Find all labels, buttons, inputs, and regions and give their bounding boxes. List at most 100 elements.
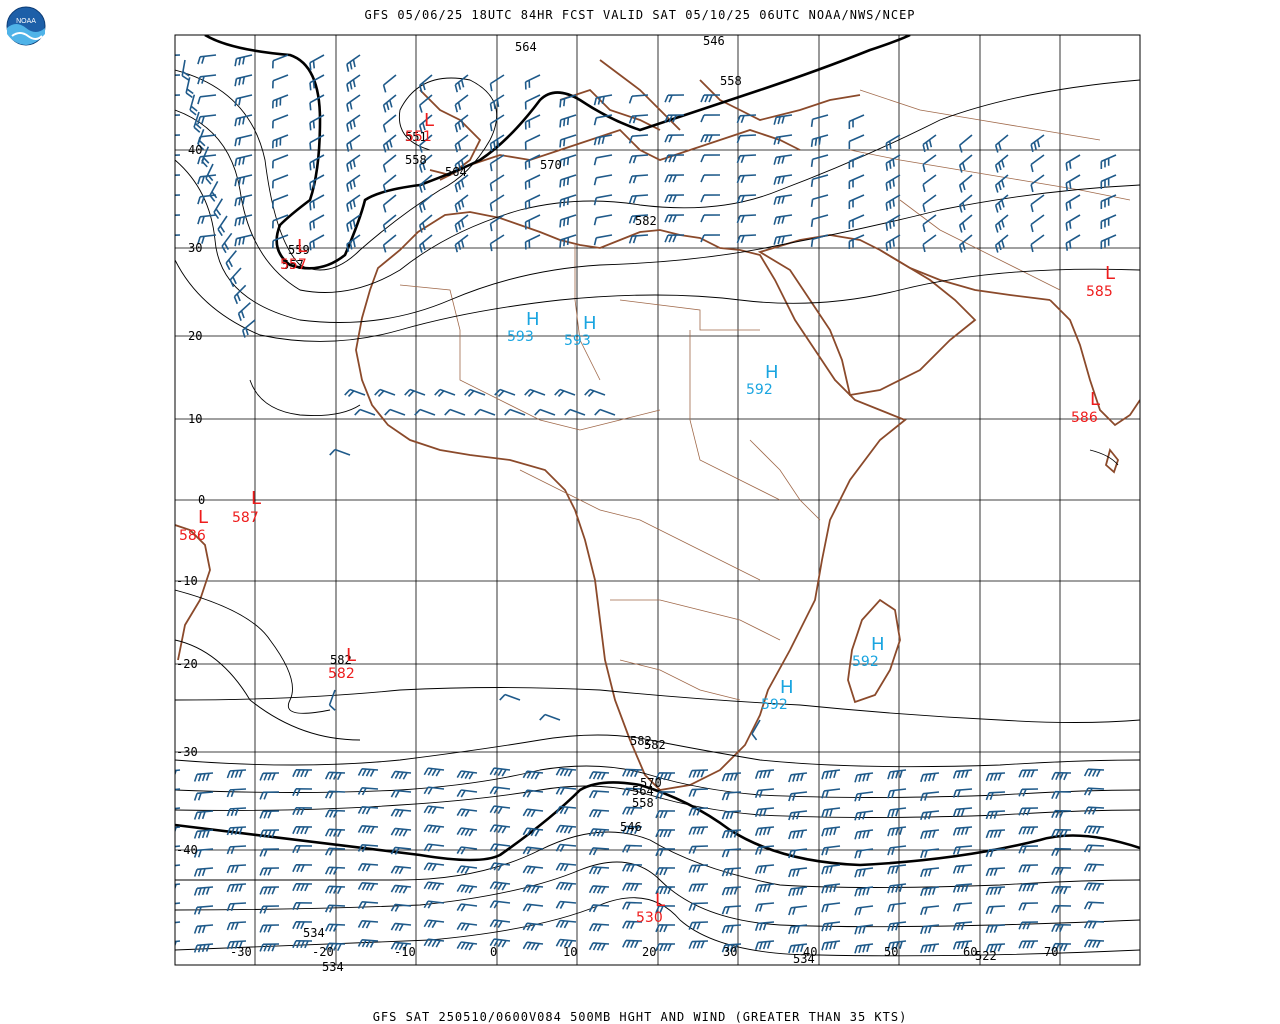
wind-barb <box>821 921 841 932</box>
wind-barb <box>357 767 379 777</box>
wind-barb <box>655 905 676 914</box>
wind-barb <box>887 845 907 856</box>
wind-barb <box>952 826 973 836</box>
wind-barb <box>1051 904 1072 914</box>
wind-barb <box>887 826 907 837</box>
wind-barb <box>655 848 676 857</box>
low-center-letter: L <box>424 110 434 131</box>
wind-barb <box>588 790 610 799</box>
wind-barb <box>554 388 576 397</box>
wind-barb <box>721 829 742 839</box>
wind-barb <box>622 806 643 815</box>
wind-barb <box>922 134 937 153</box>
wind-barb <box>454 94 469 113</box>
wind-barb <box>555 862 577 872</box>
wind-barb <box>1083 768 1105 777</box>
low-center-letter: L <box>1105 263 1115 284</box>
wind-barb <box>588 923 610 932</box>
wind-barb <box>456 789 478 798</box>
wind-barb <box>489 174 505 192</box>
wind-barb <box>418 174 433 193</box>
wind-barb <box>664 214 685 223</box>
wind-barb <box>773 214 793 225</box>
high-center-letter: H <box>765 362 779 383</box>
wind-barb <box>489 824 511 834</box>
low-center-value: 586 <box>179 528 206 544</box>
lat-label: 0 <box>198 493 205 507</box>
wind-barb <box>423 786 445 795</box>
wind-barb <box>1051 828 1072 838</box>
wind-barb <box>489 194 505 212</box>
contour-label: 570 <box>540 158 562 172</box>
low-center-letter: L <box>655 890 665 911</box>
wind-barb <box>922 174 937 193</box>
wind-barb <box>985 943 1006 953</box>
wind-barb <box>309 54 325 71</box>
wind-barb <box>418 94 433 113</box>
wind-barb <box>193 905 214 915</box>
wind-barb <box>555 824 577 834</box>
high-center-value: 592 <box>761 697 788 713</box>
lon-label: 50 <box>884 945 898 959</box>
wind-barb <box>193 924 214 934</box>
wind-barb <box>185 77 194 99</box>
wind-barb <box>197 94 217 105</box>
wind-barb <box>1083 920 1105 929</box>
wind-barb <box>324 885 346 895</box>
wind-barb <box>628 114 649 124</box>
wind-barb <box>920 924 940 935</box>
wind-barb <box>346 54 361 72</box>
wind-barb <box>854 848 874 859</box>
low-center-letter: L <box>1090 389 1100 410</box>
wind-barb <box>175 94 181 97</box>
chart-title: GFS 05/06/25 18UTC 84HR FCST VALID SAT 0… <box>364 8 916 22</box>
wind-barb <box>622 825 643 835</box>
wind-barb <box>994 234 1009 253</box>
wind-barb <box>1018 769 1039 778</box>
wind-barb <box>754 883 775 893</box>
wind-barb <box>346 174 361 192</box>
wind-barb <box>688 807 709 816</box>
wind-barb <box>821 864 841 875</box>
wind-barb <box>555 900 577 909</box>
wind-barb <box>848 114 865 129</box>
wind-barb <box>887 864 907 875</box>
wind-barb <box>384 408 406 416</box>
contour-label: 570 <box>640 776 662 790</box>
wind-barb <box>324 923 346 932</box>
wind-barb <box>721 810 742 820</box>
lat-label: -20 <box>176 657 198 671</box>
wind-barb <box>922 154 937 173</box>
wind-barb <box>357 919 379 929</box>
wind-barb <box>292 882 313 892</box>
wind-barb <box>357 805 379 815</box>
wind-barb <box>688 902 709 911</box>
wind-barb <box>622 939 643 949</box>
wind-barb <box>985 886 1006 896</box>
wind-barb <box>193 867 214 877</box>
bold-contours <box>175 35 1140 867</box>
high-center-value: 592 <box>852 654 879 670</box>
wind-barb <box>628 134 649 144</box>
wind-barb <box>1065 214 1081 231</box>
wind-barb <box>382 214 397 233</box>
wind-barb <box>423 824 445 834</box>
wind-barb <box>272 94 289 109</box>
wind-barb <box>1083 825 1105 834</box>
wind-barb <box>175 74 181 77</box>
wind-barb <box>175 807 181 811</box>
wind-barb <box>559 94 577 108</box>
wind-barb <box>773 174 793 185</box>
wind-barb <box>958 214 973 233</box>
wind-barb <box>193 810 214 820</box>
wind-barb <box>994 154 1009 173</box>
wind-barb <box>175 174 181 177</box>
wind-barb <box>622 844 643 853</box>
wind-barb <box>810 114 829 127</box>
wind-barb <box>754 940 775 950</box>
wind-barb <box>1018 864 1039 873</box>
wind-barb <box>588 904 610 913</box>
contour-label: 564 <box>515 40 537 54</box>
wind-barb <box>555 805 577 815</box>
wind-barb <box>555 919 577 929</box>
